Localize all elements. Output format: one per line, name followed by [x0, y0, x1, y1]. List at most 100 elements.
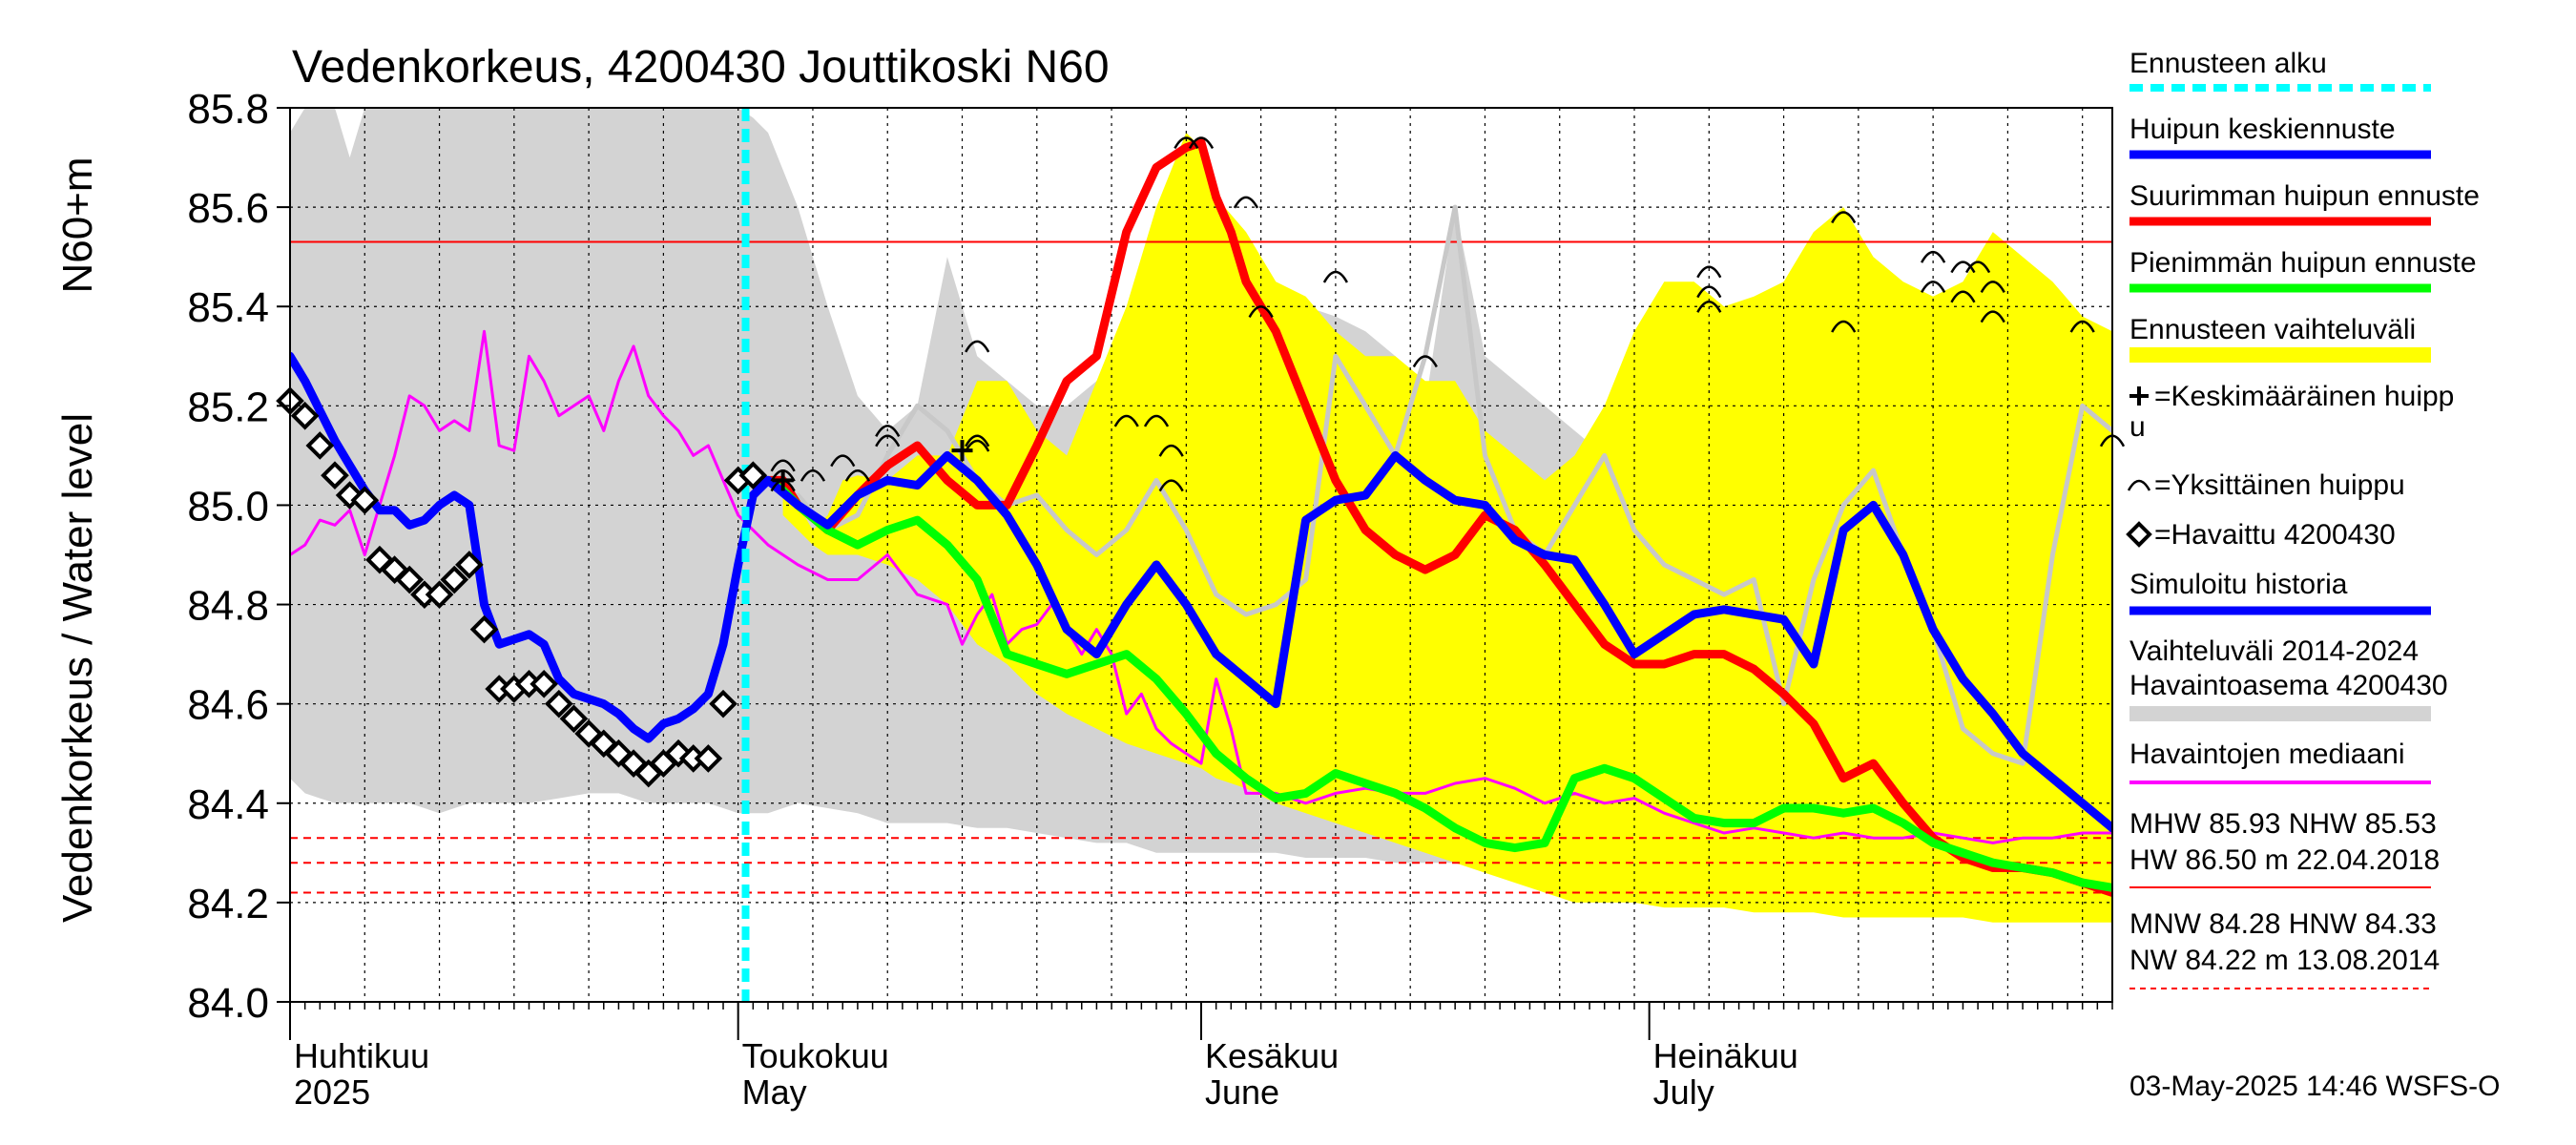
x-month-sublabel: 2025: [294, 1072, 370, 1112]
stats-line-3: MNW 84.28 HNW 84.33: [2129, 908, 2437, 940]
series-line-1: [290, 329, 2112, 844]
x-month-label: Kesäkuu: [1205, 1036, 1339, 1075]
mean-peak-marker: [951, 440, 973, 462]
stats-line-2: HW 86.50 m 22.04.2018: [2129, 844, 2440, 876]
peak-marker: [1233, 196, 1259, 209]
observed-marker: [559, 704, 589, 734]
y-tick-label: 85.8: [187, 86, 269, 133]
peak-marker: [875, 434, 901, 448]
x-month-label: Toukokuu: [742, 1036, 889, 1075]
axes: 84.0 84.2 84.4 84.6 84.8 85.0 85.2 85.4 85.6 85.8…: [187, 86, 2113, 1112]
observed-marker: [709, 689, 737, 718]
peak-marker: [1248, 305, 1274, 319]
peak-marker: [844, 468, 871, 482]
peak-marker: [1158, 479, 1184, 492]
peak-marker: [1696, 265, 1722, 279]
peak-marker: [1696, 285, 1722, 299]
x-month-label: Heinäkuu: [1653, 1036, 1798, 1075]
observed-marker: [321, 461, 349, 490]
y-tick-label: 85.2: [187, 384, 269, 430]
series-line-2: [763, 137, 2112, 897]
y-tick-label: 84.4: [187, 781, 269, 828]
legend-label-cont: Havaintoasema 4200430: [2129, 670, 2448, 701]
observed-marker: [589, 729, 618, 759]
legend-label: Vaihteluväli 2014-2024: [2129, 635, 2419, 667]
y-tick-label: 84.2: [187, 881, 269, 927]
peak-marker: [1174, 136, 1199, 150]
legend-label: Ennusteen alku: [2129, 48, 2327, 79]
observed-marker: [350, 486, 380, 515]
peak-marker: [965, 439, 990, 452]
stats-block: MHW 85.93 NHW 85.53 HW 86.50 m 22.04.201…: [2129, 808, 2440, 976]
peak-marker: [1322, 270, 1348, 283]
peak-marker: [1980, 281, 2005, 294]
y-tick-label: 85.0: [187, 483, 269, 530]
y-tick-label: 84.6: [187, 682, 269, 729]
peak-marker: [770, 459, 796, 472]
observed-marker: [380, 555, 409, 584]
observed-marker: [544, 689, 573, 718]
x-month-sublabel: June: [1205, 1072, 1279, 1112]
x-month-label: Huhtikuu: [294, 1036, 429, 1075]
peak-marker: [1831, 211, 1857, 224]
y-axis-label: Vedenkorkeus / Water level: [54, 413, 101, 923]
legend-label-cont: u: [2129, 411, 2146, 443]
series-line-0: [795, 204, 2112, 766]
peak-marker: [1188, 136, 1215, 150]
y-axis-unit: N60+m: [54, 156, 101, 293]
peak-marker: [1950, 260, 1976, 274]
legend-symbol-arc: [2127, 479, 2151, 491]
legend-symbol-band: [2129, 706, 2431, 721]
mean-peak-marker: [772, 469, 794, 491]
legend: Ennusteen alku Huipun keskiennuste Suurimm…: [2126, 48, 2480, 989]
x-month-sublabel: July: [1653, 1072, 1714, 1112]
legend-label: Suurimman huipun ennuste: [2129, 180, 2480, 212]
legend-symbol-plus: [2129, 386, 2149, 406]
peak-marker: [1831, 320, 1857, 333]
legend-symbol-band: [2129, 347, 2431, 363]
legend-symbol-diamond: [2126, 521, 2152, 548]
legend-label: Simuloitu historia: [2129, 569, 2348, 600]
observed-marker: [574, 719, 603, 748]
stats-line-1: MHW 85.93 NHW 85.53: [2129, 808, 2437, 840]
band-1: [782, 133, 2112, 923]
peak-marker: [800, 468, 826, 482]
y-tick-label: 85.4: [187, 284, 269, 331]
observed-marker: [425, 580, 454, 609]
peak-marker: [1965, 260, 1991, 274]
observed-marker: [440, 565, 469, 594]
observed-marker: [290, 401, 320, 430]
peak-marker: [1980, 310, 2005, 323]
x-month-sublabel: May: [742, 1072, 807, 1112]
peak-marker: [1950, 290, 1976, 303]
observed-marker: [738, 461, 768, 490]
peak-marker: [1412, 355, 1438, 368]
peak-marker: [965, 434, 990, 448]
observed-marker: [305, 431, 335, 460]
observed-marker: [694, 744, 723, 773]
peak-marker: [830, 454, 856, 468]
legend-label: =Yksittäinen huippu: [2154, 469, 2405, 501]
peak-marker: [965, 340, 990, 353]
observed-marker: [395, 565, 425, 594]
plot-area: [276, 108, 2126, 1004]
legend-label: Havaintojen mediaani: [2129, 739, 2405, 770]
peak-marker: [1696, 301, 1722, 313]
peak-marker: [875, 425, 901, 437]
legend-label: =Havaittu 4200430: [2154, 519, 2396, 551]
y-tick-label: 84.0: [187, 980, 269, 1027]
y-tick-label: 85.6: [187, 185, 269, 232]
chart-title: Vedenkorkeus, 4200430 Jouttikoski N60: [292, 42, 1110, 93]
observed-marker: [530, 670, 558, 698]
legend-label: Pienimmän huipun ennuste: [2129, 247, 2477, 279]
peak-marker: [1158, 444, 1184, 457]
stats-line-4: NW 84.22 m 13.08.2014: [2129, 945, 2440, 976]
legend-label: Ennusteen vaihteluväli: [2129, 314, 2416, 345]
footer-timestamp: 03-May-2025 14:46 WSFS-O: [2129, 1071, 2501, 1102]
peak-marker: [2069, 320, 2095, 333]
y-tick-label: 84.8: [187, 583, 269, 630]
peak-marker: [1921, 281, 1946, 294]
observed-marker: [469, 614, 499, 644]
observed-marker: [455, 551, 484, 579]
